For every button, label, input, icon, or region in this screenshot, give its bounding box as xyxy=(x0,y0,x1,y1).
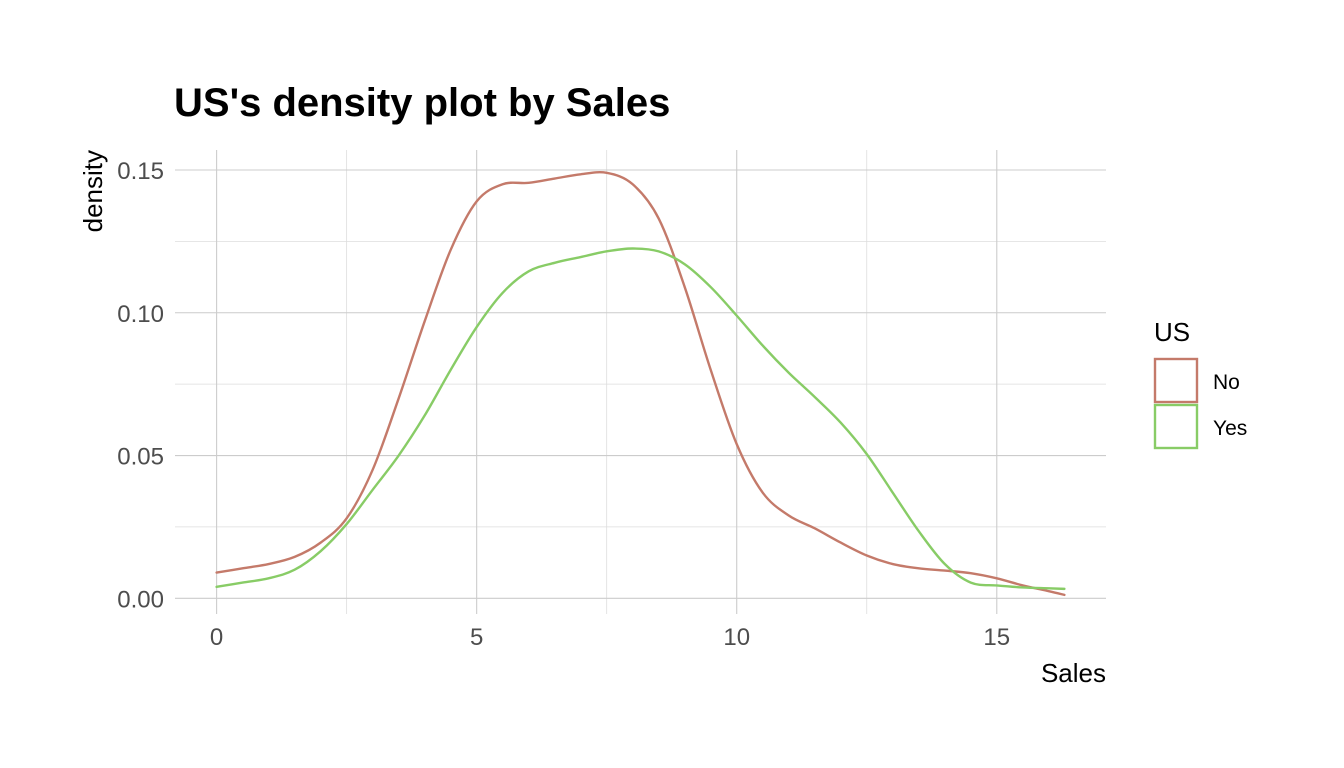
legend-items: No Yes xyxy=(1153,357,1247,450)
series-line-no xyxy=(215,171,1066,597)
legend-key-yes xyxy=(1153,403,1199,450)
legend-label-no: No xyxy=(1213,371,1240,394)
legend-title: US xyxy=(1154,317,1190,347)
series-line-yes xyxy=(215,247,1066,591)
major-gridlines xyxy=(175,150,1106,614)
y-axis-title: density xyxy=(78,150,108,232)
legend-key-no xyxy=(1153,357,1199,404)
x-axis-ticks: 0 5 10 15 xyxy=(210,624,1010,651)
x-tick-label: 15 xyxy=(983,624,1010,651)
x-axis-title: Sales xyxy=(1041,658,1106,688)
y-tick-label: 0.05 xyxy=(117,444,164,471)
x-tick-label: 5 xyxy=(470,624,483,651)
minor-gridlines xyxy=(175,150,1106,614)
y-tick-label: 0.10 xyxy=(117,301,164,328)
legend: US No Yes xyxy=(1153,317,1247,450)
x-tick-label: 10 xyxy=(723,624,750,651)
series-lines xyxy=(215,171,1066,597)
y-axis-ticks: 0.00 0.05 0.10 0.15 xyxy=(117,158,164,613)
x-tick-label: 0 xyxy=(210,624,223,651)
chart-title: US's density plot by Sales xyxy=(174,81,670,125)
y-tick-label: 0.15 xyxy=(117,158,164,185)
y-tick-label: 0.00 xyxy=(117,586,164,613)
legend-label-yes: Yes xyxy=(1213,417,1247,440)
